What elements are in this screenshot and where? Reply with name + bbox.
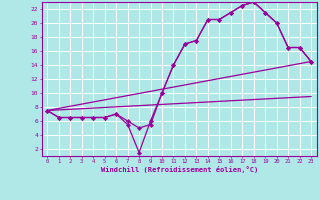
X-axis label: Windchill (Refroidissement éolien,°C): Windchill (Refroidissement éolien,°C) [100, 166, 258, 173]
